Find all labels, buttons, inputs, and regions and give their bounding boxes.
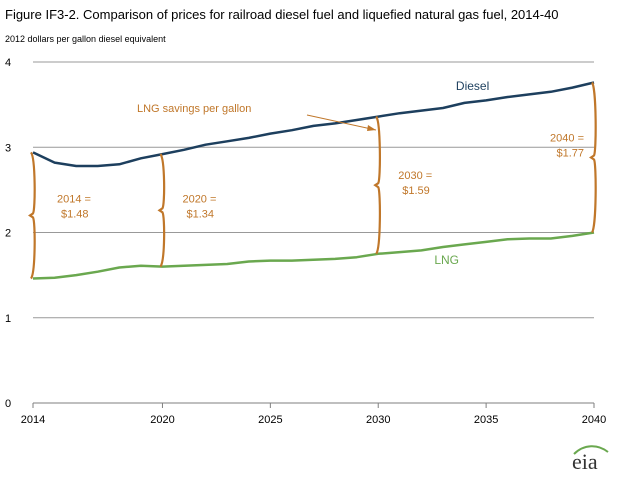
x-tick-label: 2040: [582, 414, 606, 426]
series-line-lng: [32, 231, 595, 280]
x-tick-label: 2025: [258, 414, 282, 426]
y-axis-label: 2012 dollars per gallon diesel equivalen…: [5, 34, 166, 44]
savings-label-2040-line2: $1.77: [556, 147, 584, 159]
eia-logo: eia: [572, 445, 609, 474]
x-tick-label: 2035: [474, 414, 498, 426]
series-labels: Diesel LNG: [434, 79, 489, 267]
series-line-diesel: [32, 81, 595, 168]
savings-brace-2014: [28, 151, 36, 280]
savings-label-2014-line2: $1.48: [61, 209, 89, 221]
x-tick-labels: 2014 2020 2025 2030 2035 2040: [21, 403, 606, 426]
savings-brace-2020: [157, 153, 166, 268]
savings-label-2020-line2: $1.34: [186, 209, 214, 221]
savings-brace-2040: [589, 81, 597, 234]
y-tick-label: 4: [5, 57, 11, 69]
y-tick-label: 0: [5, 398, 11, 410]
y-tick-labels: 0 1 2 3 4: [5, 57, 11, 410]
series-label-lng: LNG: [434, 253, 459, 267]
savings-annotations: 2014 = $1.48 2020 = $1.34 2030 = $1.59 2040 = $…: [57, 132, 584, 220]
gridlines: [33, 61, 594, 404]
chart-title: Figure IF3-2. Comparison of prices for r…: [5, 7, 559, 22]
y-tick-label: 3: [5, 142, 11, 154]
savings-label-2040-line1: 2040 =: [550, 132, 584, 144]
y-tick-label: 2: [5, 228, 11, 240]
savings-label-2014-line1: 2014 =: [57, 194, 91, 206]
x-tick-label: 2030: [366, 414, 390, 426]
savings-braces: [28, 81, 597, 280]
savings-label-arrowhead: [367, 125, 376, 131]
savings-label-pointer: [306, 114, 377, 131]
x-tick-label: 2020: [150, 414, 174, 426]
series-lines: [32, 81, 595, 280]
x-tick-label: 2014: [21, 414, 45, 426]
savings-label-2030-line2: $1.59: [402, 185, 430, 197]
savings-label-2020-line1: 2020 =: [182, 194, 216, 206]
eia-logo-swoosh: [573, 445, 609, 455]
y-tick-label: 1: [5, 313, 11, 325]
series-label-diesel: Diesel: [456, 79, 489, 93]
savings-label-2030-line1: 2030 =: [398, 170, 432, 182]
savings-brace-2030: [373, 115, 382, 255]
savings-label: LNG savings per gallon: [137, 103, 251, 115]
